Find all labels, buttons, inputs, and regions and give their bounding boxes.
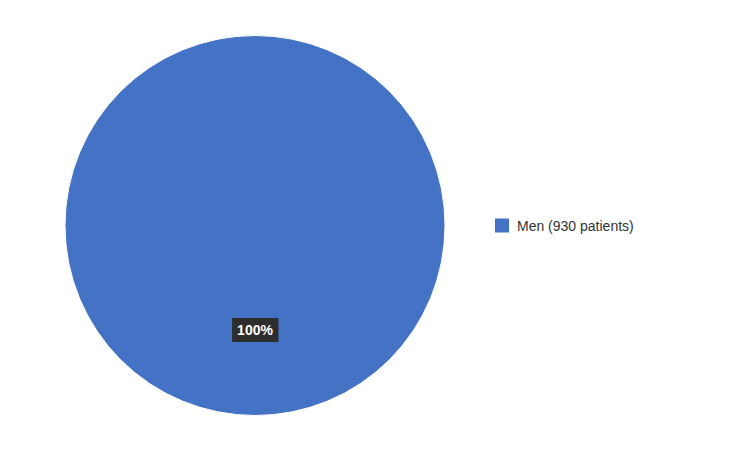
background [0,0,752,451]
pie-slice [65,36,445,416]
data-labels: 100% [232,318,278,342]
chart-svg: 100% Men (930 patients) [0,0,752,451]
legend-swatch [495,219,509,233]
chart-container: 100% Men (930 patients) [0,0,752,451]
data-label: 100% [237,322,273,338]
legend: Men (930 patients) [495,218,634,234]
legend-label: Men (930 patients) [517,218,634,234]
pie [65,36,445,416]
data-label-box [232,318,278,342]
page: {"chart_data": {"type": "pie", "categori… [0,0,752,451]
